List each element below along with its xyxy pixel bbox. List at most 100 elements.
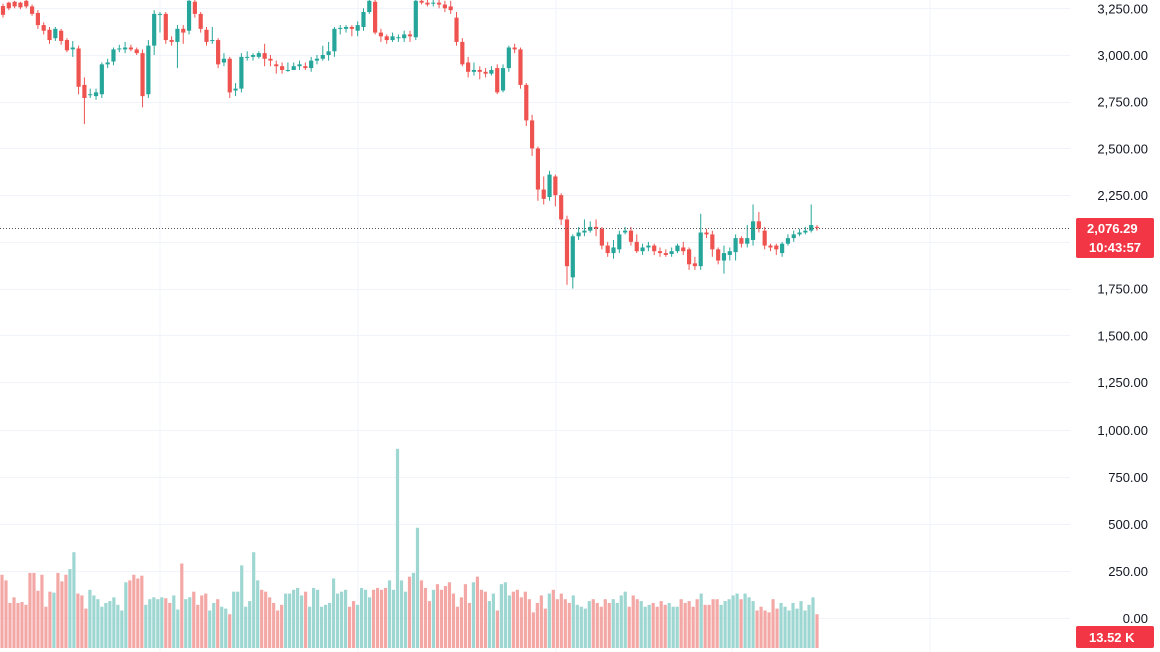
volume-bar bbox=[707, 604, 711, 648]
volume-bar bbox=[695, 599, 699, 648]
volume-bar bbox=[527, 599, 531, 648]
price-tick-label: 1,500.00 bbox=[1097, 328, 1148, 343]
volume-bar bbox=[8, 602, 12, 648]
volume-bar bbox=[659, 601, 663, 648]
candle-body bbox=[541, 189, 546, 199]
volume-bar bbox=[783, 606, 787, 648]
candle-body bbox=[419, 0, 424, 3]
volume-bar bbox=[256, 580, 260, 648]
candle-body bbox=[88, 94, 93, 96]
volume-bar bbox=[32, 572, 36, 648]
candle-body bbox=[791, 234, 796, 239]
volume-bar bbox=[36, 590, 40, 648]
candle-body bbox=[35, 12, 40, 26]
volume-bar bbox=[511, 591, 515, 648]
candle-body bbox=[175, 28, 180, 42]
volume-tick-label: 1,000.00 bbox=[1097, 423, 1148, 438]
price-axis[interactable]: 3,250.00 3,000.00 2,750.00 2,500.00 2,250.00… bbox=[1097, 1, 1148, 390]
volume-bar bbox=[156, 599, 160, 648]
volume-bar bbox=[471, 582, 476, 648]
candle-body bbox=[297, 64, 302, 67]
candle-body bbox=[652, 245, 657, 252]
volume-bar bbox=[491, 593, 495, 648]
candle-body bbox=[221, 58, 227, 63]
volume-bar bbox=[427, 601, 432, 648]
volume-bar bbox=[228, 614, 232, 648]
volume-bar bbox=[0, 574, 4, 648]
price-tick-label: 1,750.00 bbox=[1097, 282, 1148, 297]
candle-body bbox=[640, 247, 645, 252]
volume-bar bbox=[76, 593, 80, 648]
candle-body bbox=[500, 68, 506, 91]
candle-body bbox=[646, 245, 651, 248]
volume-bar bbox=[308, 606, 312, 648]
volume-bar bbox=[280, 604, 284, 648]
volume-bar bbox=[204, 593, 208, 648]
volume-bar bbox=[739, 599, 743, 648]
candle-body bbox=[681, 247, 686, 252]
volume-tick-label: 0.00 bbox=[1123, 611, 1148, 626]
candle-body bbox=[431, 2, 436, 4]
volume-bar bbox=[647, 604, 651, 648]
volume-bar bbox=[751, 601, 755, 648]
volume-bar bbox=[775, 608, 779, 648]
volume-bar bbox=[16, 602, 20, 648]
volume-bar bbox=[435, 584, 440, 648]
volume-bar bbox=[68, 569, 72, 648]
volume-badge: 13.52 K bbox=[1076, 626, 1154, 648]
candle-body bbox=[448, 6, 453, 11]
candle-body bbox=[756, 221, 761, 229]
candle-body bbox=[24, 0, 29, 7]
candle-body bbox=[547, 174, 552, 198]
candle-body bbox=[477, 69, 482, 72]
volume-bar bbox=[20, 602, 24, 648]
candle-body bbox=[436, 2, 442, 5]
candlesticks bbox=[0, 0, 820, 289]
candle-body bbox=[692, 263, 697, 267]
candle-body bbox=[628, 230, 634, 242]
volume-bar bbox=[395, 448, 400, 648]
candle-body bbox=[186, 0, 192, 31]
candle-body bbox=[192, 1, 197, 14]
candle-body bbox=[134, 49, 139, 54]
candle-body bbox=[442, 4, 447, 9]
volume-bar bbox=[264, 591, 268, 648]
candle-body bbox=[559, 195, 564, 220]
volume-bar bbox=[288, 593, 292, 648]
volume-bar bbox=[571, 595, 575, 648]
volume-bar bbox=[591, 599, 595, 648]
candle-body bbox=[774, 245, 779, 250]
last-price-value: 2,076.29 bbox=[1087, 221, 1138, 236]
volume-bar bbox=[72, 552, 76, 648]
candle-body bbox=[588, 226, 593, 231]
volume-bar bbox=[208, 610, 212, 648]
candle-body bbox=[663, 253, 668, 255]
volume-bar bbox=[755, 610, 759, 648]
volume-bar bbox=[719, 604, 723, 648]
candle-body bbox=[657, 251, 663, 254]
volume-value: 13.52 K bbox=[1089, 630, 1135, 645]
volume-bar bbox=[339, 591, 344, 648]
volume-bar bbox=[112, 597, 116, 648]
candle-body bbox=[768, 245, 773, 248]
last-price-badge: 2,076.29 10:43:57 bbox=[1076, 218, 1154, 258]
volume-bar bbox=[387, 580, 392, 648]
volume-bar bbox=[627, 606, 631, 648]
candle-body bbox=[279, 66, 285, 70]
volume-bar bbox=[811, 597, 815, 648]
volume-bar bbox=[423, 587, 428, 648]
volume-bar bbox=[363, 589, 368, 648]
volume-bar bbox=[52, 592, 56, 648]
volume-bar bbox=[48, 591, 52, 648]
volume-bar bbox=[88, 589, 92, 648]
volume-bar bbox=[803, 610, 807, 648]
candle-body bbox=[332, 28, 337, 52]
candle-body bbox=[105, 62, 110, 65]
candle-body bbox=[623, 230, 628, 233]
volume-bar bbox=[455, 606, 460, 648]
candle-body bbox=[152, 13, 157, 46]
volume-bar bbox=[100, 606, 104, 648]
volume-bar bbox=[419, 580, 424, 648]
candle-body bbox=[0, 6, 6, 15]
